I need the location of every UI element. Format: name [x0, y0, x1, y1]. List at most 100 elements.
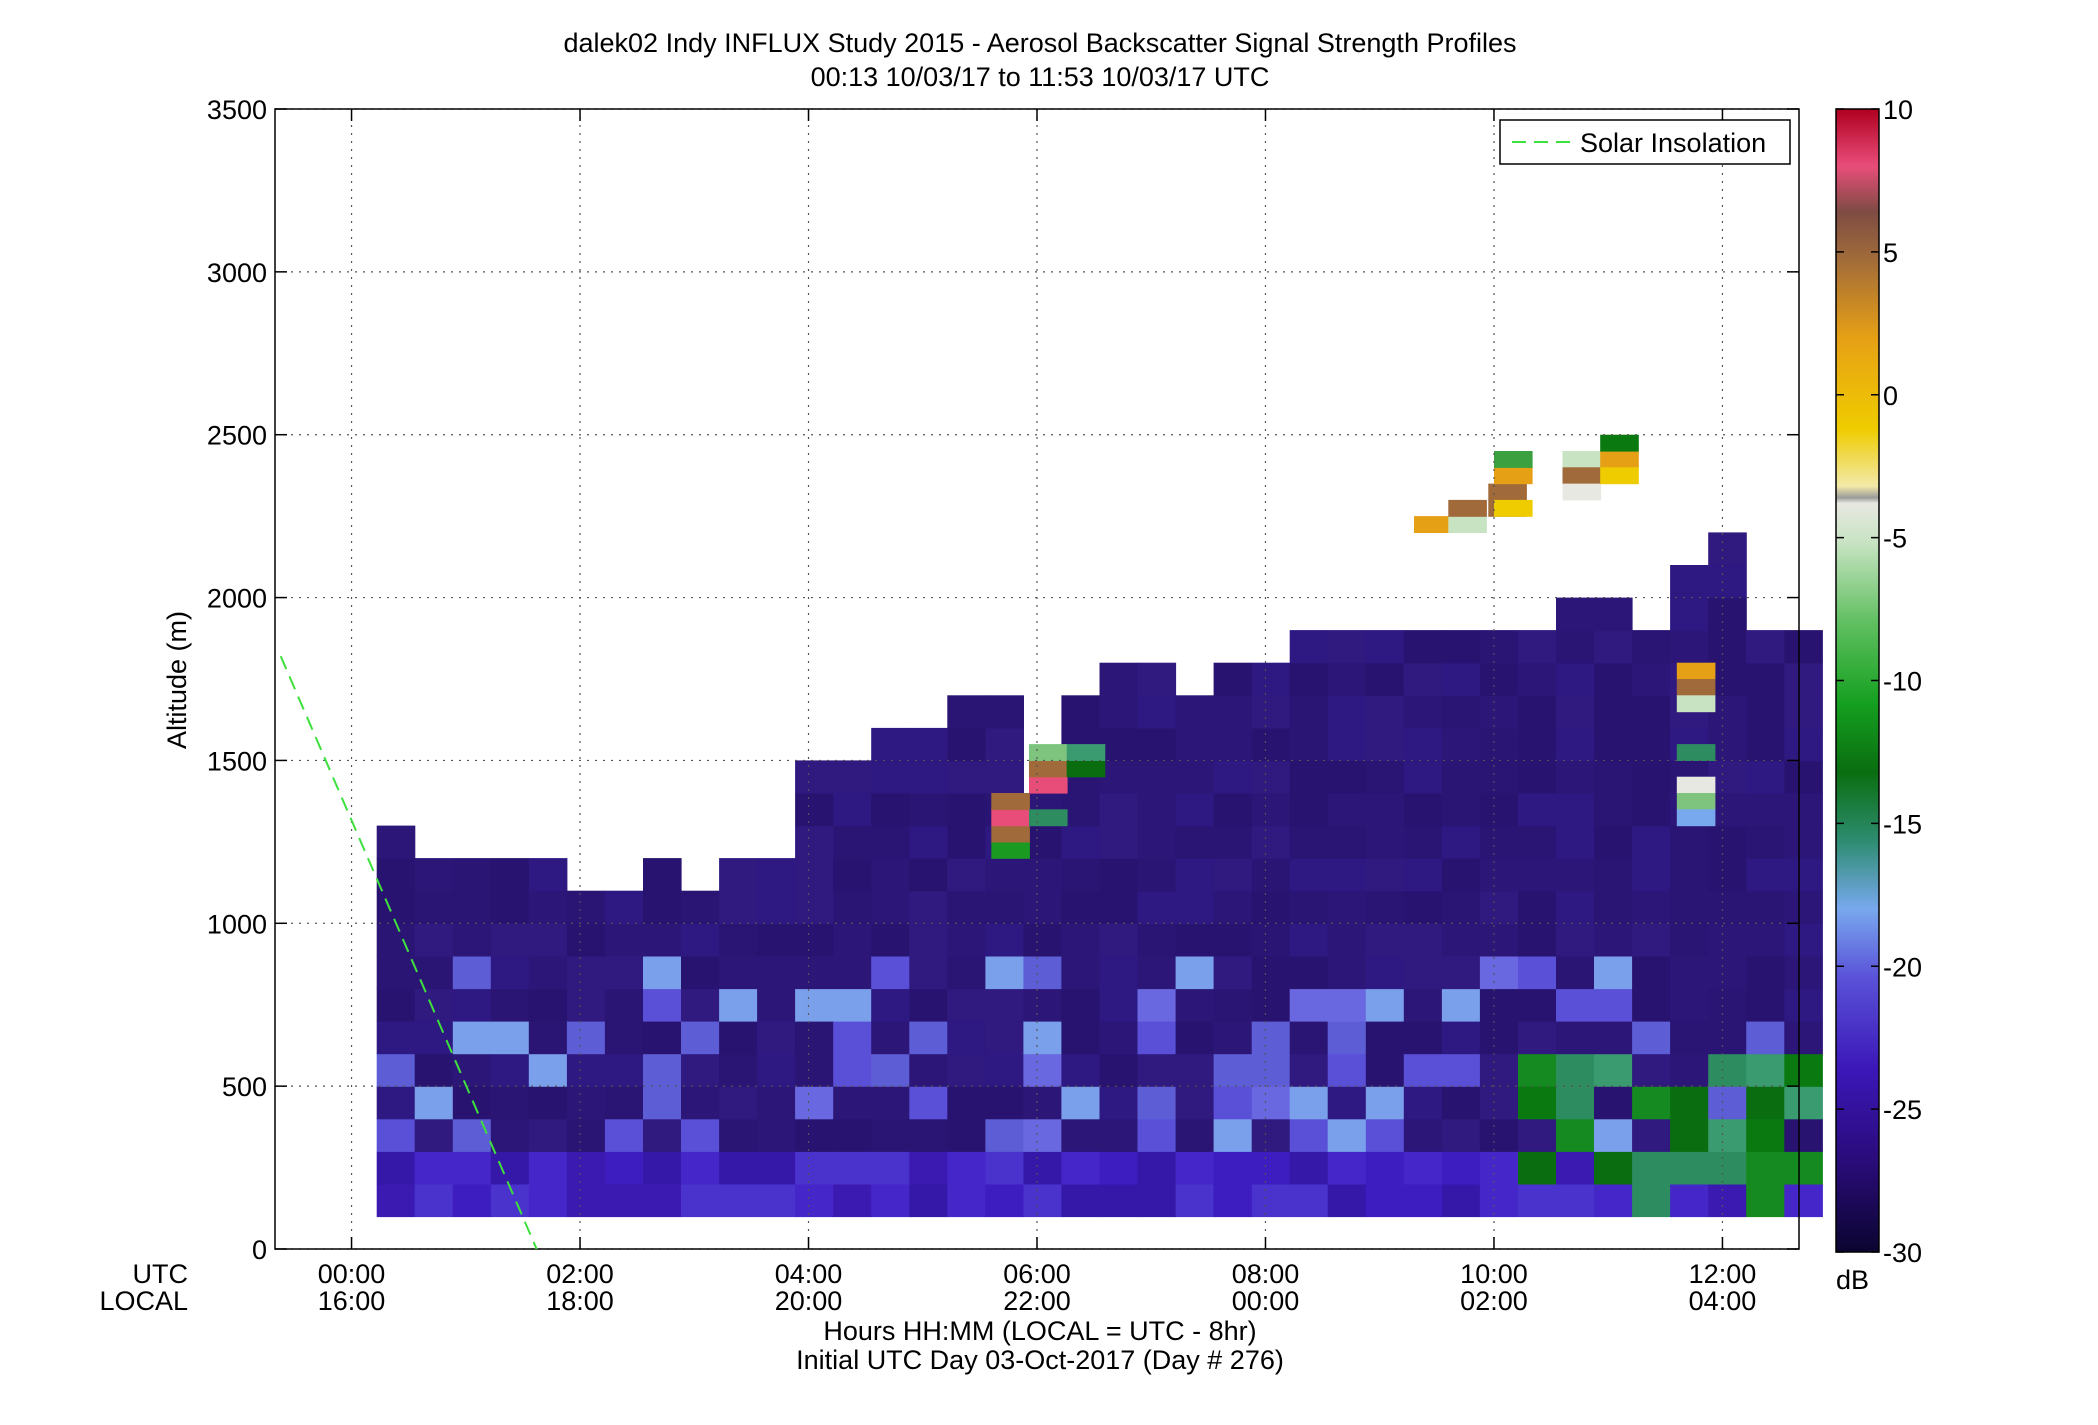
heatmap-cell	[681, 1053, 720, 1087]
heatmap-cell	[1137, 858, 1177, 892]
heatmap-cell	[566, 1053, 606, 1087]
heatmap-cell	[1137, 1021, 1177, 1055]
heatmap-cell	[1213, 793, 1253, 827]
heatmap-cell	[376, 890, 416, 924]
heatmap-cell	[452, 1183, 492, 1218]
colorbar-tick-label: 10	[1883, 95, 1913, 125]
heatmap-cell	[1175, 858, 1215, 892]
heatmap-cell	[1061, 1151, 1100, 1185]
colorbar-tick-label: -30	[1883, 1238, 1922, 1268]
x-tick-label-local: 02:00	[1460, 1286, 1528, 1316]
x-tick-label-local: 04:00	[1689, 1286, 1757, 1316]
colorbar-tick-label: -25	[1883, 1095, 1922, 1125]
heatmap-cell	[376, 923, 416, 957]
heatmap-cell	[833, 1086, 872, 1120]
heatmap-cell	[1137, 695, 1177, 729]
x-tick-label-utc: 12:00	[1689, 1259, 1757, 1289]
y-tick-label: 0	[252, 1235, 267, 1265]
heatmap-cell	[985, 727, 1024, 762]
heatmap-cell	[1556, 760, 1595, 794]
heatmap-cell	[1137, 727, 1177, 762]
heatmap-cell	[795, 825, 834, 859]
heatmap-cell	[1518, 793, 1557, 827]
heatmap-cell	[1479, 695, 1519, 729]
heatmap-cell	[1327, 1053, 1367, 1087]
y-tick-label: 1000	[207, 909, 267, 939]
heatmap-cell	[1175, 890, 1215, 924]
heatmap-cell-highlight	[1066, 744, 1106, 761]
heatmap-cell	[1441, 727, 1481, 762]
heatmap-cell	[1746, 1021, 1785, 1055]
heatmap-cell	[1175, 825, 1215, 859]
heatmap-cell	[1441, 955, 1481, 990]
heatmap-cell	[1403, 1086, 1443, 1120]
x-tick-label-utc: 02:00	[546, 1259, 614, 1289]
heatmap-cell	[1289, 1151, 1329, 1185]
heatmap-cell	[947, 793, 986, 827]
heatmap-cell	[566, 923, 606, 957]
heatmap-cell	[1061, 858, 1100, 892]
heatmap-cell	[1518, 760, 1557, 794]
heatmap-cell-highlight	[1676, 809, 1716, 827]
heatmap-cell	[1213, 695, 1253, 729]
heatmap-cell-highlight	[1676, 662, 1716, 680]
heatmap-cell	[1479, 760, 1519, 794]
heatmap-cell	[909, 793, 948, 827]
heatmap-cell	[1594, 793, 1633, 827]
heatmap-cell	[1099, 988, 1139, 1022]
heatmap-cell	[643, 1151, 682, 1185]
heatmap-cell	[1327, 630, 1367, 664]
heatmap-cell-highlight	[1029, 744, 1068, 761]
colorbar-tick-label: -20	[1883, 952, 1922, 982]
heatmap-cell	[528, 1053, 568, 1087]
heatmap-cell	[985, 923, 1024, 957]
x-axis-sublabel: Initial UTC Day 03-Oct-2017 (Day # 276)	[796, 1345, 1284, 1375]
heatmap-cell	[1137, 1053, 1177, 1087]
heatmap-cell	[1289, 760, 1329, 794]
heatmap-cell	[1327, 727, 1367, 762]
heatmap-cell	[1708, 1021, 1747, 1055]
heatmap-cell	[414, 858, 454, 892]
heatmap-cell	[643, 1086, 682, 1120]
heatmap-cell	[719, 1021, 758, 1055]
heatmap-cell	[947, 695, 986, 729]
heatmap-cell	[1137, 955, 1177, 990]
heatmap-cell	[1327, 923, 1367, 957]
heatmap-cell	[1251, 695, 1291, 729]
heatmap-cell	[1251, 662, 1291, 696]
heatmap-cell	[1746, 923, 1785, 957]
heatmap-cell	[985, 890, 1024, 924]
heatmap-cell	[1365, 825, 1405, 859]
heatmap-cell	[1670, 630, 1709, 664]
heatmap-cell	[1213, 988, 1253, 1022]
heatmap-cell-highlight	[1488, 483, 1527, 501]
heatmap-cell	[1137, 760, 1177, 794]
heatmap-cell	[1708, 858, 1747, 892]
heatmap-cell	[1289, 1021, 1329, 1055]
heatmap-cell	[719, 955, 758, 990]
heatmap-cell	[757, 923, 796, 957]
x-tick-label-local: 16:00	[318, 1286, 386, 1316]
heatmap-cell	[490, 1053, 530, 1087]
heatmap-cell	[1403, 1021, 1443, 1055]
heatmap-cell	[871, 793, 910, 827]
heatmap-cell	[1441, 630, 1481, 664]
heatmap-cell	[1594, 1053, 1633, 1087]
heatmap-cell	[414, 923, 454, 957]
heatmap-cell	[1670, 565, 1709, 599]
heatmap-cell	[1708, 1053, 1747, 1087]
heatmap-cell	[1632, 760, 1671, 794]
heatmap-cell	[1594, 1086, 1633, 1120]
heatmap-cell	[757, 1151, 796, 1185]
heatmap-cell	[376, 1053, 416, 1087]
heatmap-cell	[414, 955, 454, 990]
heatmap-cell	[871, 1021, 910, 1055]
heatmap-cell	[1061, 1118, 1100, 1152]
heatmap-cell	[1708, 955, 1747, 990]
heatmap-cell	[490, 923, 530, 957]
heatmap-cell	[1099, 1021, 1139, 1055]
colorbar-tick-label: 5	[1883, 238, 1898, 268]
heatmap-cell	[1518, 630, 1557, 664]
heatmap-cell	[1327, 760, 1367, 794]
y-tick-label: 500	[222, 1072, 267, 1102]
